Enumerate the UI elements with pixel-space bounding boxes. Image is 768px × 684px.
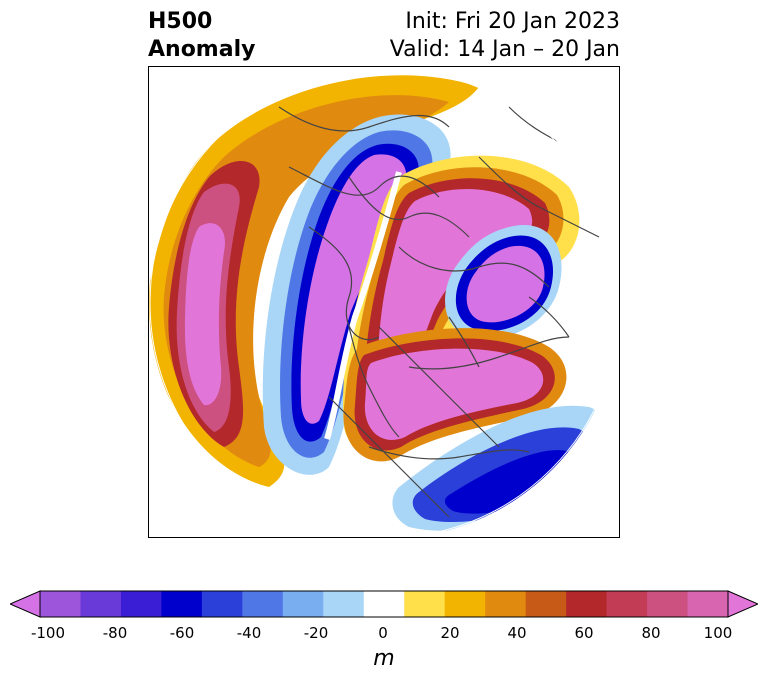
colorbar-bin <box>444 591 486 617</box>
colorbar-bin <box>323 591 365 617</box>
colorbar-tick-label: 80 <box>641 624 661 642</box>
ridge-namerica-core <box>364 348 544 440</box>
colorbar-tick-label: 20 <box>440 624 460 642</box>
colorbar-frame <box>39 590 729 618</box>
map-panel <box>148 66 620 538</box>
colorbar-tick-label: -80 <box>102 624 128 642</box>
colorbar-tick-label: -40 <box>236 624 262 642</box>
colorbar-ticks: -100 -80 -60 -40 -20 0 20 40 60 80 100 <box>0 624 768 644</box>
colorbar-bin <box>363 591 405 617</box>
colorbar-tick-label: 40 <box>507 624 527 642</box>
valid-period: Valid: 14 Jan – 20 Jan <box>389 37 620 62</box>
political-borders <box>278 106 610 518</box>
colorbar-tick-label: -20 <box>303 624 329 642</box>
title-variable: H500 <box>148 9 213 34</box>
colorbar-bin <box>404 591 446 617</box>
colorbar-tick-label: -60 <box>169 624 195 642</box>
colorbar-tick-label: 0 <box>378 624 388 642</box>
colorbar-bin <box>80 591 122 617</box>
zero-band <box>324 171 402 440</box>
colorbar-extend-min <box>10 590 41 618</box>
colorbar-bin <box>40 591 81 617</box>
colorbar-bin <box>566 591 608 617</box>
colorbar-bin <box>282 591 324 617</box>
colorbar-bin <box>525 591 567 617</box>
colorbar-bin <box>687 591 729 617</box>
colorbar-bin <box>485 591 527 617</box>
colorbar-bin <box>606 591 648 617</box>
init-time: Init: Fri 20 Jan 2023 <box>405 9 620 34</box>
colorbar-tick-label: -100 <box>30 624 66 642</box>
colorbar-unit: m <box>373 646 395 671</box>
colorbar-bin <box>161 591 203 617</box>
colorbar-bin <box>242 591 284 617</box>
title-left: H500 Anomaly <box>148 8 255 64</box>
colorbar-tick-label: 60 <box>574 624 594 642</box>
colorbar <box>10 590 758 618</box>
colorbar-extend-max <box>727 590 758 618</box>
title-right: Init: Fri 20 Jan 2023 Valid: 14 Jan – 20… <box>390 8 620 64</box>
colorbar-bin <box>647 591 689 617</box>
colorbar-bin <box>201 591 243 617</box>
colorbar-bin <box>120 591 162 617</box>
anomaly-map <box>149 67 619 537</box>
ridge-core <box>184 223 225 406</box>
colorbar-tick-label: 100 <box>703 624 733 642</box>
title-field: Anomaly <box>148 37 256 62</box>
